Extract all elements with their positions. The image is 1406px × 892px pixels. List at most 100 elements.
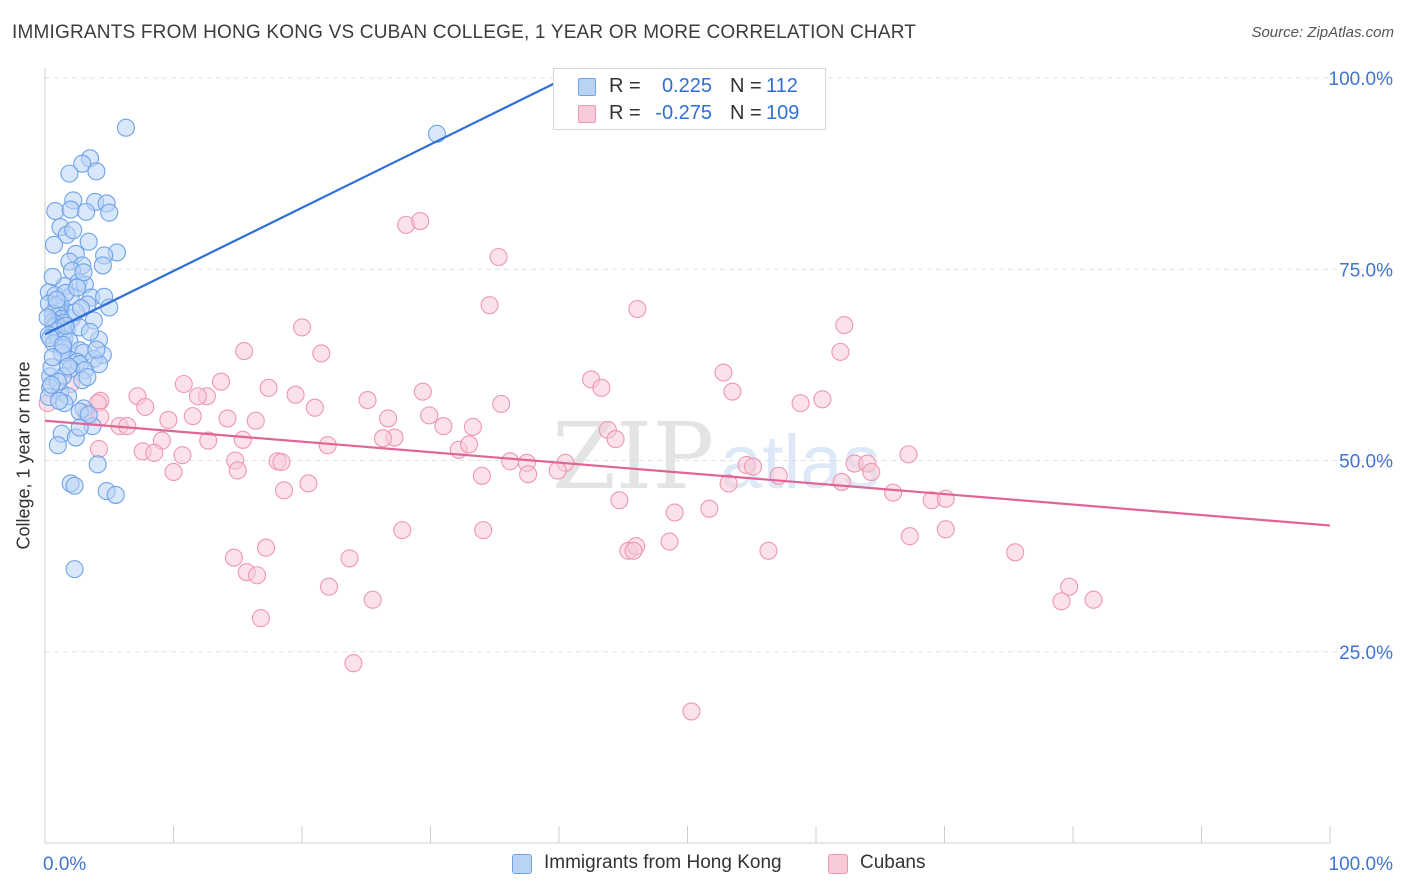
point-hong-kong bbox=[87, 162, 106, 181]
correlation-legend: R = 0.225 N = 112 R = -0.275 N = 109 bbox=[553, 68, 826, 130]
point-cubans bbox=[256, 538, 276, 557]
point-hong-kong bbox=[46, 202, 65, 221]
point-hong-kong bbox=[79, 232, 98, 251]
point-cubans bbox=[228, 461, 247, 480]
point-cubans bbox=[592, 378, 611, 397]
source-credit: Source: ZipAtlas.com bbox=[1251, 24, 1394, 41]
point-cubans bbox=[474, 521, 493, 540]
point-cubans bbox=[411, 212, 430, 231]
point-cubans bbox=[164, 462, 183, 482]
point-cubans bbox=[159, 410, 178, 430]
point-cubans bbox=[714, 363, 733, 382]
point-cubans bbox=[259, 378, 278, 397]
point-hong-kong bbox=[64, 221, 83, 240]
n-value: 109 bbox=[766, 102, 800, 124]
axes bbox=[44, 68, 1331, 844]
point-cubans bbox=[173, 446, 192, 465]
n-label: N = bbox=[730, 75, 762, 97]
point-cubans bbox=[247, 566, 267, 585]
point-cubans bbox=[145, 443, 164, 462]
point-hong-kong bbox=[68, 278, 87, 297]
scatter-points bbox=[38, 118, 1103, 721]
point-cubans bbox=[305, 398, 324, 417]
point-cubans bbox=[413, 382, 432, 401]
point-cubans bbox=[606, 430, 625, 449]
point-cubans bbox=[813, 390, 832, 409]
point-hong-kong bbox=[61, 200, 80, 219]
point-hong-kong bbox=[427, 124, 446, 143]
point-cubans bbox=[379, 409, 398, 428]
legend-label-cubans: Cubans bbox=[860, 852, 926, 873]
point-cubans bbox=[492, 394, 511, 413]
point-hong-kong bbox=[88, 455, 107, 474]
point-cubans bbox=[272, 452, 291, 472]
point-cubans bbox=[936, 520, 955, 539]
trend-lines bbox=[44, 77, 1331, 527]
point-hong-kong bbox=[48, 436, 67, 455]
point-hong-kong bbox=[43, 267, 62, 286]
point-cubans bbox=[1060, 577, 1079, 596]
point-cubans bbox=[340, 549, 359, 568]
point-hong-kong bbox=[43, 348, 62, 367]
trend-line-hong-kong bbox=[44, 77, 566, 336]
point-hong-kong bbox=[73, 154, 92, 173]
point-cubans bbox=[831, 342, 850, 361]
point-cubans bbox=[459, 435, 479, 454]
r-label: R = bbox=[609, 75, 641, 97]
point-cubans bbox=[610, 491, 629, 510]
point-cubans bbox=[89, 439, 109, 459]
point-cubans bbox=[299, 474, 318, 493]
point-cubans bbox=[274, 481, 294, 500]
point-hong-kong bbox=[38, 308, 57, 327]
point-cubans bbox=[665, 503, 684, 522]
point-cubans bbox=[363, 590, 382, 609]
point-cubans bbox=[233, 430, 252, 449]
point-hong-kong bbox=[74, 263, 93, 282]
point-hong-kong bbox=[65, 560, 84, 579]
point-cubans bbox=[211, 372, 231, 391]
point-cubans bbox=[286, 385, 305, 404]
point-cubans bbox=[759, 541, 778, 560]
point-hong-kong bbox=[50, 391, 69, 410]
x-tick-label: 100.0% bbox=[1329, 854, 1394, 875]
point-cubans bbox=[660, 532, 679, 551]
point-cubans bbox=[246, 411, 265, 430]
n-value: 112 bbox=[766, 75, 798, 97]
point-cubans bbox=[373, 429, 393, 448]
point-hong-kong bbox=[116, 118, 136, 137]
tick-labels: 25.0% 50.0% 75.0% 100.0% 0.0% 100.0% bbox=[43, 69, 1393, 875]
legend-row-hong-kong: R = 0.225 N = 112 bbox=[554, 73, 825, 101]
n-label: N = bbox=[730, 102, 762, 124]
point-cubans bbox=[832, 472, 851, 491]
point-cubans bbox=[723, 382, 742, 401]
y-tick-label: 25.0% bbox=[1339, 643, 1393, 664]
point-cubans bbox=[199, 431, 218, 450]
legend-row-cubans: R = -0.275 N = 109 bbox=[554, 100, 825, 128]
point-cubans bbox=[835, 316, 854, 335]
y-tick-label: 50.0% bbox=[1339, 452, 1393, 473]
legend-label-hong-kong: Immigrants from Hong Kong bbox=[544, 852, 782, 873]
point-cubans bbox=[1084, 590, 1103, 609]
legend-swatch-hong-kong bbox=[578, 78, 596, 96]
point-hong-kong bbox=[80, 322, 100, 342]
watermark-zip: ZIP bbox=[552, 403, 714, 510]
point-cubans bbox=[393, 521, 412, 540]
x-tick-label: 0.0% bbox=[43, 854, 86, 875]
point-cubans bbox=[463, 417, 482, 436]
point-cubans bbox=[218, 409, 237, 428]
point-hong-kong bbox=[44, 235, 64, 254]
point-cubans bbox=[292, 318, 312, 337]
point-cubans bbox=[136, 397, 155, 417]
point-hong-kong bbox=[59, 357, 78, 376]
point-cubans bbox=[884, 483, 903, 502]
point-cubans bbox=[224, 548, 243, 567]
point-cubans bbox=[188, 387, 207, 406]
r-label: R = bbox=[609, 102, 641, 124]
chart-title: IMMIGRANTS FROM HONG KONG VS CUBAN COLLE… bbox=[12, 22, 917, 43]
point-cubans bbox=[1052, 592, 1071, 611]
point-cubans bbox=[251, 609, 270, 628]
point-cubans bbox=[743, 457, 763, 476]
point-cubans bbox=[312, 344, 331, 363]
point-cubans bbox=[480, 296, 499, 315]
